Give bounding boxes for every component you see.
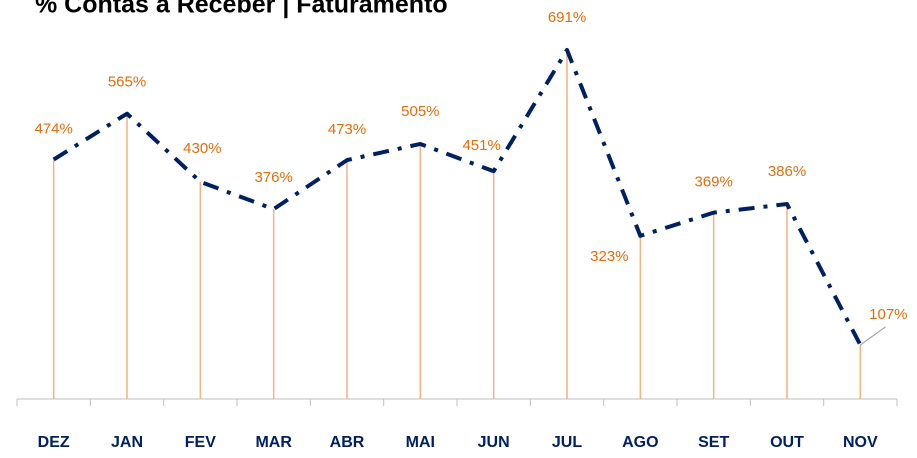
data-label: 691% [548, 9, 586, 26]
x-tick-label: OUT [770, 434, 804, 451]
data-label: 369% [694, 174, 732, 191]
x-tick-label: JUN [478, 434, 510, 451]
x-tick-label: FEV [185, 434, 216, 451]
data-label: 386% [768, 163, 806, 180]
x-tick-label: JUL [552, 434, 582, 451]
series-line [52, 48, 863, 346]
x-tick-label: ABR [330, 434, 365, 451]
x-tick-label: DEZ [38, 434, 70, 451]
leader-line [859, 326, 886, 346]
data-label: 107% [869, 306, 907, 323]
data-label: 376% [254, 169, 292, 186]
data-label: 323% [590, 248, 628, 265]
data-label: 565% [108, 74, 146, 91]
x-tick-label: MAR [255, 434, 292, 451]
data-label: 474% [34, 121, 72, 138]
x-tick-label: SET [698, 434, 729, 451]
data-label: 473% [328, 121, 366, 138]
data-label: 451% [462, 137, 500, 154]
x-tick-label: AGO [622, 434, 658, 451]
x-tick-label: MAI [406, 434, 435, 451]
data-label: 505% [401, 103, 439, 120]
chart-title: % Contas a Receber | Faturamento [35, 0, 448, 19]
data-label: 430% [183, 140, 221, 157]
x-tick-label: NOV [843, 434, 878, 451]
x-tick-label: JAN [111, 434, 143, 451]
